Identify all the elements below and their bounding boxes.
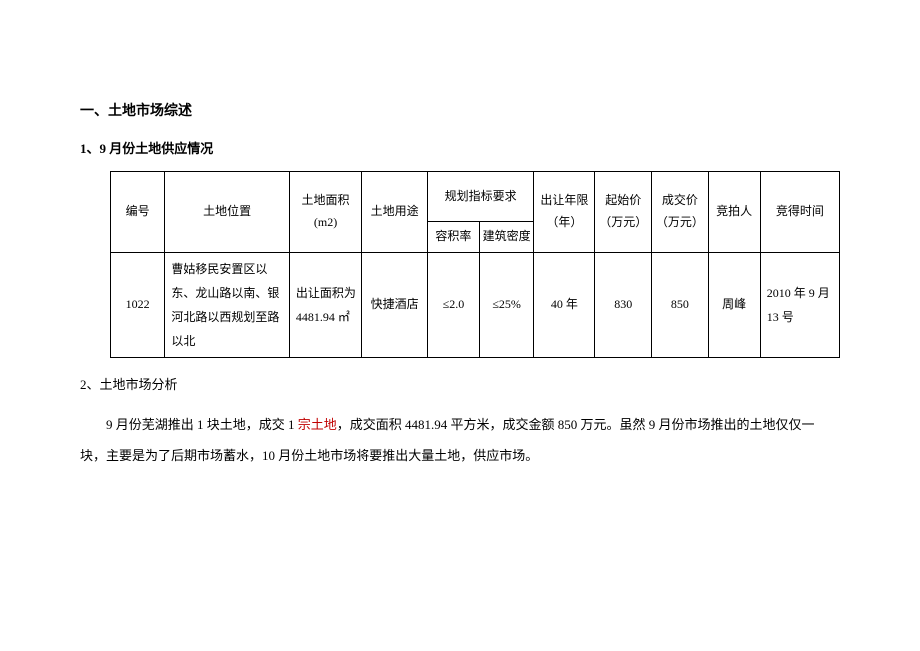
th-years: 出让年限（年） [534,172,595,253]
th-bidder: 竞拍人 [708,172,760,253]
th-density: 建筑密度 [479,222,533,253]
cell-use: 快捷酒店 [362,252,428,357]
th-plan-group: 规划指标要求 [427,172,533,222]
cell-deal-price: 850 [652,252,709,357]
cell-id: 1022 [111,252,165,357]
th-area: 土地面积 (m2) [289,172,361,253]
th-start-price: 起始价（万元） [595,172,652,253]
cell-start-price: 830 [595,252,652,357]
table-row: 1022 曹姑移民安置区以东、龙山路以南、银河北路以西规划至路以北 出让面积为 … [111,252,840,357]
th-far: 容积率 [427,222,479,253]
cell-far: ≤2.0 [427,252,479,357]
land-table-wrapper: 编号 土地位置 土地面积 (m2) 土地用途 规划指标要求 出让年限（年） 起始… [80,171,840,358]
para-text-a: 9 月份芜湖推出 1 块土地，成交 1 [106,417,298,432]
th-deal-price: 成交价（万元） [652,172,709,253]
cell-location: 曹姑移民安置区以东、龙山路以南、银河北路以西规划至路以北 [165,252,290,357]
section-heading-3: 2、土地市场分析 [80,374,840,393]
analysis-paragraph: 9 月份芜湖推出 1 块土地，成交 1 宗土地，成交面积 4481.94 平方米… [80,409,840,471]
section-heading-1: 一、土地市场综述 [80,100,840,120]
cell-bidder: 周峰 [708,252,760,357]
para-highlight: 宗土地 [298,417,337,432]
cell-density: ≤25% [479,252,533,357]
th-date: 竞得时间 [760,172,839,253]
cell-area: 出让面积为 4481.94 ㎡ [289,252,361,357]
th-location: 土地位置 [165,172,290,253]
th-id: 编号 [111,172,165,253]
land-supply-table: 编号 土地位置 土地面积 (m2) 土地用途 规划指标要求 出让年限（年） 起始… [110,171,840,358]
th-use: 土地用途 [362,172,428,253]
cell-date: 2010 年 9 月 13 号 [760,252,839,357]
cell-years: 40 年 [534,252,595,357]
section-heading-2: 1、9 月份土地供应情况 [80,138,840,157]
